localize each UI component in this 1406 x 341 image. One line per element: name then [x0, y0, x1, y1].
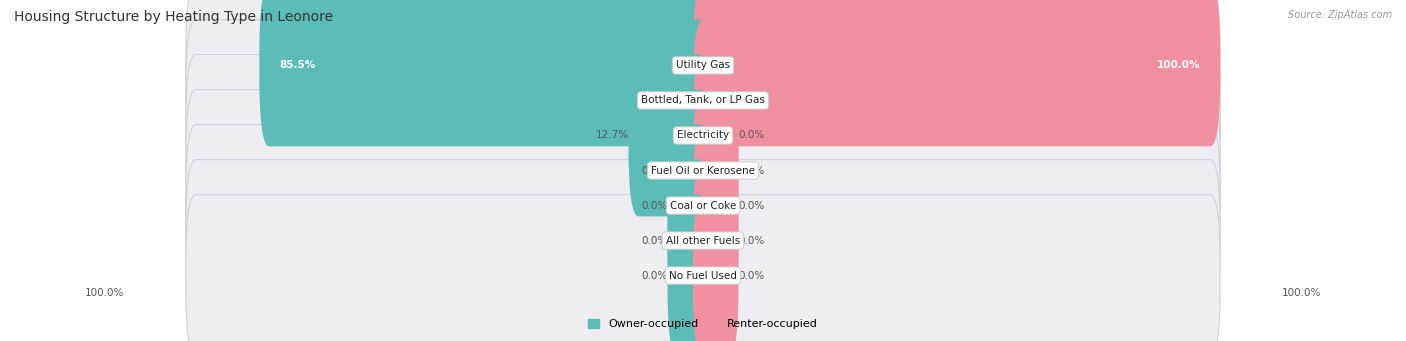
- FancyBboxPatch shape: [186, 160, 1220, 322]
- FancyBboxPatch shape: [186, 124, 1220, 286]
- FancyBboxPatch shape: [668, 124, 713, 286]
- Text: 1.8%: 1.8%: [641, 95, 668, 105]
- FancyBboxPatch shape: [693, 160, 738, 322]
- Text: No Fuel Used: No Fuel Used: [669, 270, 737, 281]
- Text: 0.0%: 0.0%: [738, 131, 765, 140]
- FancyBboxPatch shape: [693, 55, 738, 217]
- FancyBboxPatch shape: [628, 55, 713, 217]
- FancyBboxPatch shape: [186, 19, 1220, 181]
- Text: 0.0%: 0.0%: [641, 236, 668, 246]
- Text: 0.0%: 0.0%: [738, 236, 765, 246]
- Text: Coal or Coke: Coal or Coke: [669, 201, 737, 210]
- Text: 12.7%: 12.7%: [595, 131, 628, 140]
- Text: Utility Gas: Utility Gas: [676, 60, 730, 71]
- Text: Bottled, Tank, or LP Gas: Bottled, Tank, or LP Gas: [641, 95, 765, 105]
- FancyBboxPatch shape: [693, 195, 738, 341]
- FancyBboxPatch shape: [186, 195, 1220, 341]
- FancyBboxPatch shape: [693, 19, 738, 181]
- FancyBboxPatch shape: [668, 19, 713, 181]
- Text: 0.0%: 0.0%: [641, 201, 668, 210]
- FancyBboxPatch shape: [668, 160, 713, 322]
- Text: 0.0%: 0.0%: [738, 95, 765, 105]
- FancyBboxPatch shape: [668, 90, 713, 251]
- FancyBboxPatch shape: [693, 0, 1220, 146]
- Text: 100.0%: 100.0%: [1282, 288, 1322, 298]
- FancyBboxPatch shape: [186, 90, 1220, 251]
- FancyBboxPatch shape: [186, 0, 1220, 146]
- FancyBboxPatch shape: [693, 90, 738, 251]
- FancyBboxPatch shape: [186, 55, 1220, 217]
- Legend: Owner-occupied, Renter-occupied: Owner-occupied, Renter-occupied: [583, 314, 823, 333]
- Text: 0.0%: 0.0%: [738, 201, 765, 210]
- Text: Housing Structure by Heating Type in Leonore: Housing Structure by Heating Type in Leo…: [14, 10, 333, 24]
- Text: 0.0%: 0.0%: [738, 165, 765, 176]
- Text: 100.0%: 100.0%: [84, 288, 124, 298]
- FancyBboxPatch shape: [668, 195, 713, 341]
- Text: 0.0%: 0.0%: [738, 270, 765, 281]
- Text: 100.0%: 100.0%: [1157, 60, 1199, 71]
- Text: Fuel Oil or Kerosene: Fuel Oil or Kerosene: [651, 165, 755, 176]
- Text: Source: ZipAtlas.com: Source: ZipAtlas.com: [1288, 10, 1392, 20]
- Text: 85.5%: 85.5%: [280, 60, 316, 71]
- Text: 0.0%: 0.0%: [641, 270, 668, 281]
- Text: All other Fuels: All other Fuels: [666, 236, 740, 246]
- Text: 0.0%: 0.0%: [641, 165, 668, 176]
- Text: Electricity: Electricity: [676, 131, 730, 140]
- FancyBboxPatch shape: [259, 0, 713, 146]
- FancyBboxPatch shape: [693, 124, 738, 286]
